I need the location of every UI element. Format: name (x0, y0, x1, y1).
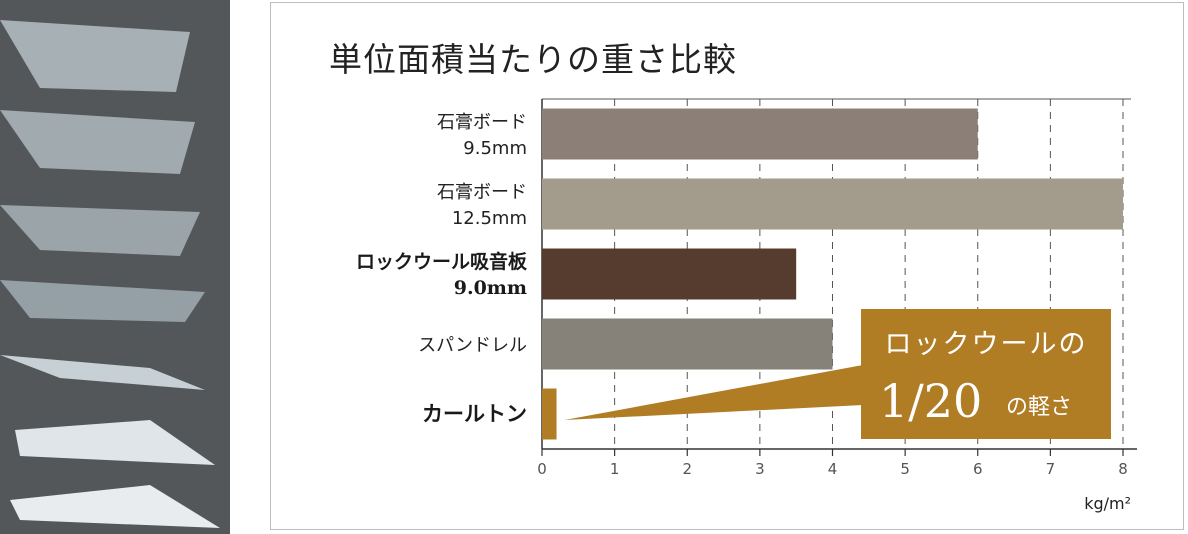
x-tick-label-5: 5 (900, 460, 910, 478)
category-label-2-1: 9.0mm (454, 277, 527, 299)
slat-2 (0, 110, 195, 174)
x-tick-label-3: 3 (755, 460, 765, 478)
weight-comparison-chart: 0 1 2 3 4 5 6 7 8 kg/m² 石膏ボード 9.5mm 石膏ボード 12.5mm ロックウー… (356, 98, 1137, 513)
x-tick-label-7: 7 (1046, 460, 1056, 478)
unit-label: kg/m² (1084, 494, 1131, 513)
bar-0 (542, 108, 978, 160)
slat-4 (0, 280, 205, 322)
callout-big-text: 1/20 (879, 374, 982, 428)
x-tick-label-2: 2 (682, 460, 692, 478)
x-tick-label-1: 1 (610, 460, 620, 478)
slat-3 (0, 205, 200, 256)
chart-title: 単位面積当たりの重さ比較 (329, 40, 737, 79)
bar-2 (542, 248, 797, 300)
ceiling-slats-photo (0, 0, 230, 534)
callout-line1: ロックウールの (885, 329, 1088, 360)
callout-box (861, 309, 1111, 439)
x-tick-label-4: 4 (828, 460, 838, 478)
slat-5 (0, 355, 205, 390)
x-tick-label-6: 6 (973, 460, 983, 478)
slat-7 (10, 485, 220, 528)
category-label-1-0: 石膏ボード (437, 181, 527, 203)
bar-3 (542, 318, 833, 370)
bar-4 (542, 388, 557, 440)
slat-1 (0, 20, 190, 92)
product-photo (0, 0, 230, 534)
x-tick-label-8: 8 (1118, 460, 1128, 478)
category-label-2-0: ロックウール吸音板 (356, 250, 528, 273)
category-label-4-0: カールトン (422, 401, 527, 426)
category-label-3-0: スパンドレル (418, 335, 527, 356)
slat-6 (15, 420, 215, 465)
category-label-0-1: 9.5mm (463, 138, 527, 159)
category-label-1-1: 12.5mm (452, 208, 527, 229)
chart-card: 単位面積当たりの重さ比較 0 1 2 3 4 5 6 7 8 kg/m² 石膏ボード 9.5mm 石膏ボ… (270, 2, 1184, 530)
callout-pointer (564, 365, 863, 420)
x-tick-label-0: 0 (537, 460, 547, 478)
bar-1 (542, 178, 1123, 230)
slats (0, 20, 220, 528)
category-label-0-0: 石膏ボード (437, 111, 527, 133)
callout-small-text: の軽さ (1006, 395, 1072, 420)
